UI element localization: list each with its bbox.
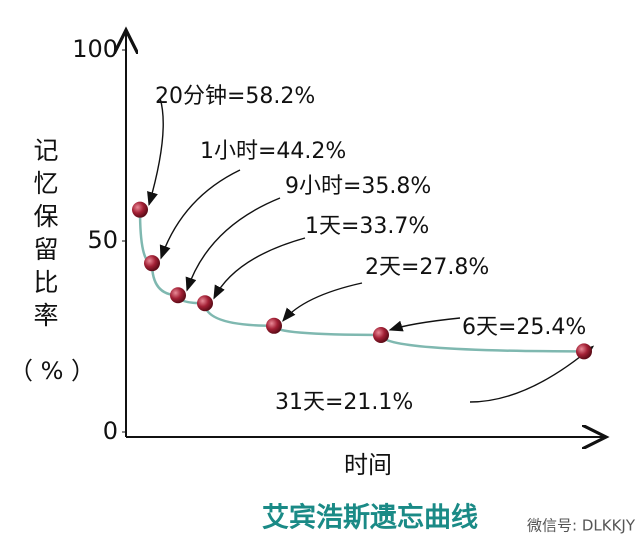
data-label: 6天=25.4% xyxy=(462,315,586,340)
arrow xyxy=(185,197,281,292)
data-point xyxy=(576,343,592,360)
y-axis-label: 记忆保留比率 xyxy=(33,136,58,330)
y-tick-label: 50 xyxy=(87,226,118,254)
y-axis-unit: （ % ） xyxy=(9,357,95,385)
y-tick-label: 0 xyxy=(103,417,118,445)
data-point xyxy=(266,317,282,334)
data-point xyxy=(170,287,186,304)
arrow xyxy=(388,317,461,332)
x-axis-label: 时间 xyxy=(344,451,392,479)
data-label: 2天=27.8% xyxy=(365,255,489,280)
arrow xyxy=(469,345,595,403)
chart-title: 艾宾浩斯遗忘曲线 xyxy=(262,502,478,534)
data-label: 31天=21.1% xyxy=(275,390,413,415)
data-label: 1小时=44.2% xyxy=(200,139,346,164)
data-point xyxy=(132,201,148,218)
arrow xyxy=(213,237,306,300)
watermark: 微信号: DLKKJY xyxy=(527,517,636,535)
arrow xyxy=(159,169,241,260)
y-tick-label: 100 xyxy=(72,35,118,63)
data-point xyxy=(197,295,213,312)
data-label: 9小时=35.8% xyxy=(285,174,431,199)
data-point xyxy=(373,326,389,343)
arrow xyxy=(282,282,363,322)
data-label: 20分钟=58.2% xyxy=(155,84,315,109)
data-label: 1天=33.7% xyxy=(305,214,429,239)
data-point xyxy=(144,255,160,272)
arrow xyxy=(147,97,164,207)
